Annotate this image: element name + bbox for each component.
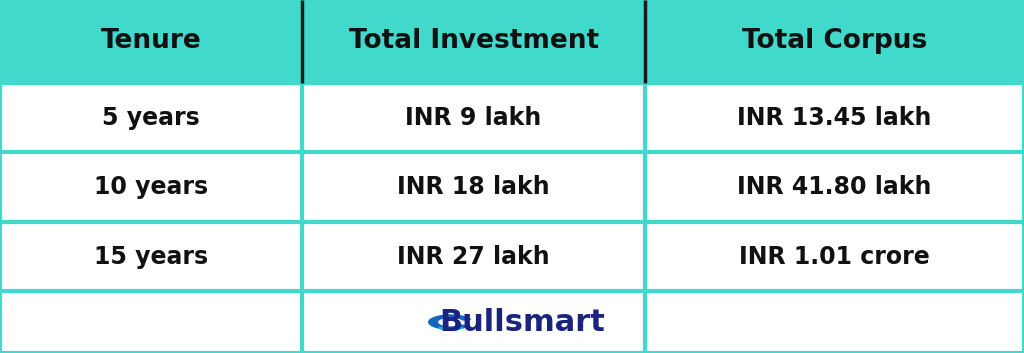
Text: INR 9 lakh: INR 9 lakh [406,106,542,130]
Text: Total Investment: Total Investment [348,29,599,54]
Bar [302,222,645,291]
Text: INR 18 lakh: INR 18 lakh [397,175,550,199]
Text: Tenure: Tenure [100,29,202,54]
Text: INR 41.80 lakh: INR 41.80 lakh [737,175,932,199]
Wedge shape [438,327,463,331]
Bar [645,83,1024,152]
Text: INR 27 lakh: INR 27 lakh [397,245,550,269]
Bar [302,83,645,152]
Text: Bullsmart: Bullsmart [439,307,605,337]
Text: INR 1.01 crore: INR 1.01 crore [739,245,930,269]
Bar [0,152,302,222]
Bar [0,83,302,152]
Bar [0,222,302,291]
Bar [645,222,1024,291]
Bar [645,0,1024,83]
Text: Total Corpus: Total Corpus [742,29,927,54]
Bar [302,152,645,222]
Bar [0,291,1024,353]
Text: 15 years: 15 years [94,245,208,269]
Wedge shape [428,315,472,330]
Bar [0,0,302,83]
Text: 10 years: 10 years [94,175,208,199]
Bar [302,0,645,83]
Text: INR 13.45 lakh: INR 13.45 lakh [737,106,932,130]
Text: 5 years: 5 years [102,106,200,130]
Bar [645,152,1024,222]
